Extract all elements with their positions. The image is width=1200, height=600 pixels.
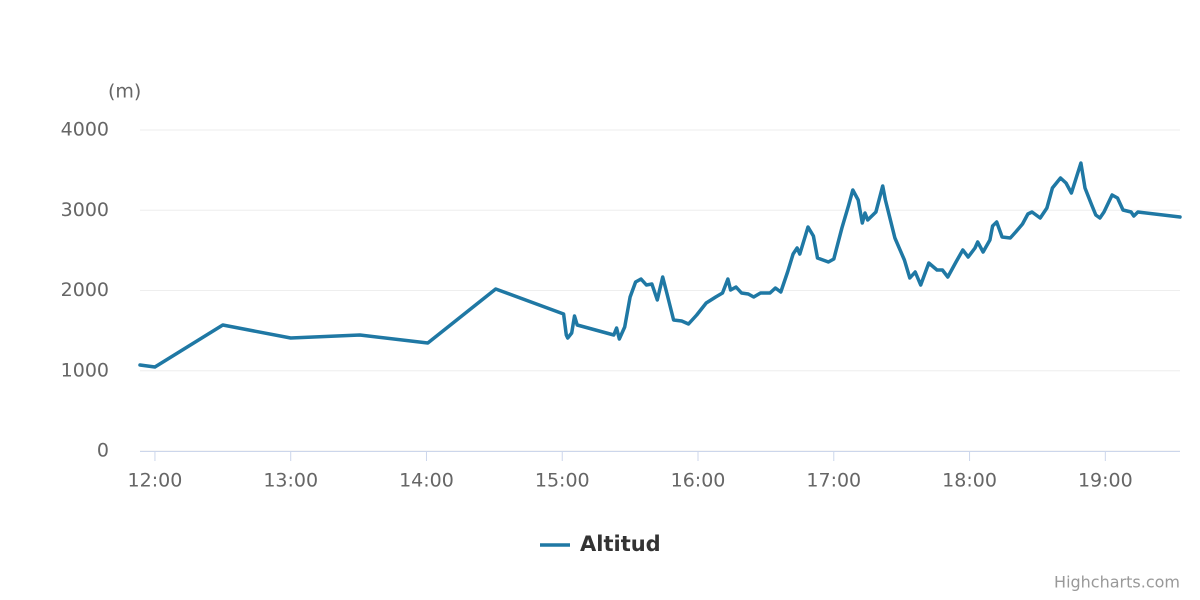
x-tick-label: 19:00 xyxy=(1078,470,1133,492)
x-tick-label: 15:00 xyxy=(535,470,590,492)
y-tick-label: 4000 xyxy=(61,119,109,141)
y-tick-label: 2000 xyxy=(61,279,109,301)
y-tick-label: 3000 xyxy=(61,199,109,221)
credits[interactable]: Highcharts.com xyxy=(1054,573,1180,592)
x-tick-label: 13:00 xyxy=(263,470,318,492)
y-tick-label: 0 xyxy=(97,440,109,462)
x-tick-label: 18:00 xyxy=(942,470,997,492)
x-tick-label: 12:00 xyxy=(128,470,183,492)
x-tick-label: 16:00 xyxy=(671,470,726,492)
x-tick-label: 14:00 xyxy=(399,470,454,492)
line xyxy=(138,161,1182,369)
y-axis-title: (m) xyxy=(108,81,141,103)
legend-label[interactable]: Altitud xyxy=(580,532,661,556)
x-tick-label: 17:00 xyxy=(806,470,861,492)
y-tick-label: 1000 xyxy=(61,359,109,381)
